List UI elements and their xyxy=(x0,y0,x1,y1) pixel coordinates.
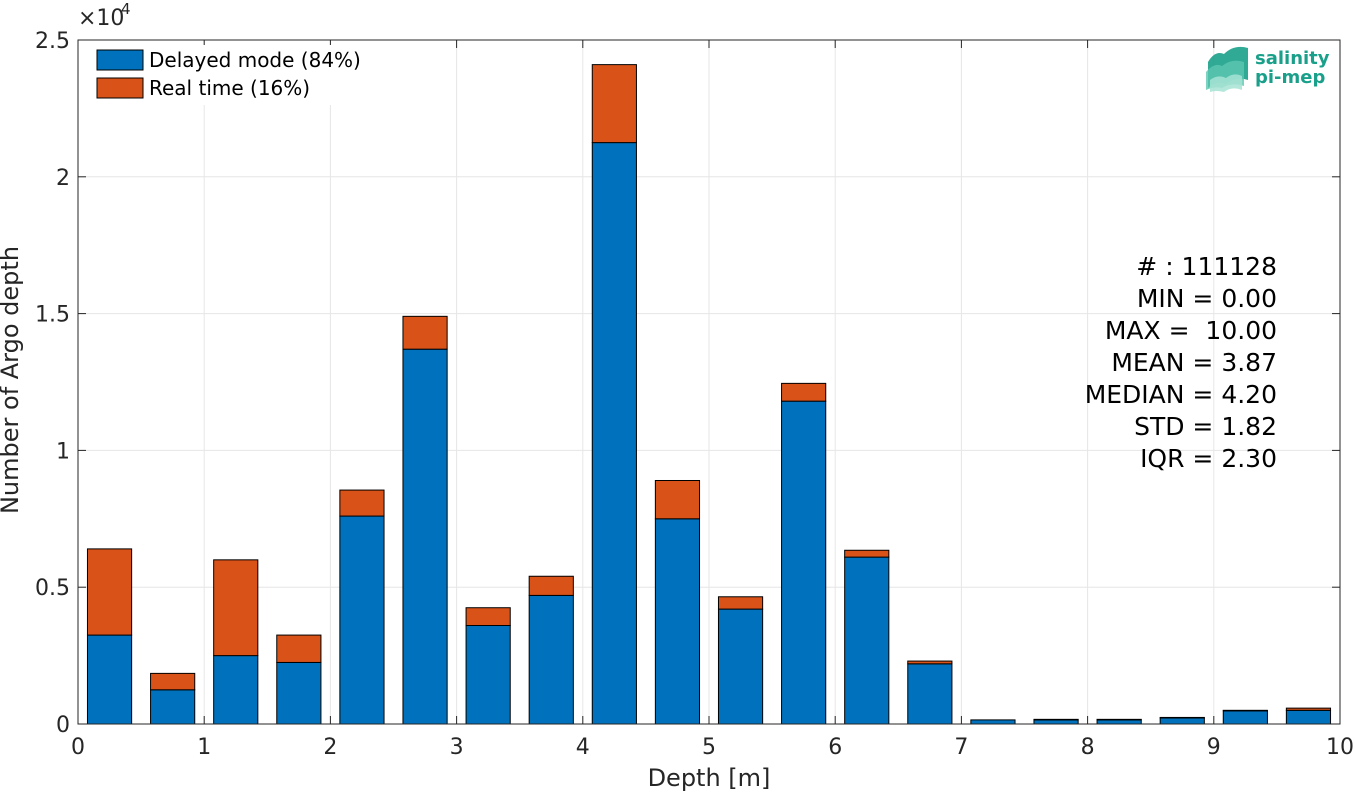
bar-delayed-mode xyxy=(970,719,1016,725)
grid-lines xyxy=(78,39,1340,724)
bar-delayed-mode xyxy=(781,400,827,725)
bar-delayed-mode xyxy=(276,661,322,725)
bar-real-time xyxy=(781,382,827,402)
bar-delayed-mode xyxy=(402,348,448,725)
x-tick-label: 2 xyxy=(323,735,337,760)
y-axis-label: Number of Argo depth xyxy=(0,246,24,514)
bar-delayed-mode xyxy=(528,594,574,725)
bar-delayed-mode xyxy=(1285,709,1332,725)
x-tick-label: 5 xyxy=(702,735,716,760)
x-axis-label: Depth [m] xyxy=(648,764,771,792)
bar-real-time xyxy=(1285,707,1332,711)
bar-delayed-mode xyxy=(1159,717,1205,725)
stat-count: # : 111128 xyxy=(1136,252,1277,281)
x-tick-label: 7 xyxy=(954,735,968,760)
bar-real-time xyxy=(654,479,701,520)
legend-swatch-delayed-mode xyxy=(96,49,144,71)
bar-real-time xyxy=(1159,716,1205,719)
x-tick-label: 4 xyxy=(576,735,590,760)
x-tick-label: 6 xyxy=(828,735,842,760)
bar-delayed-mode xyxy=(213,655,259,725)
stat-iqr: IQR = 2.30 xyxy=(1140,444,1277,473)
bar-delayed-mode xyxy=(339,515,385,725)
stat-min: MIN = 0.00 xyxy=(1137,284,1277,313)
bar-real-time xyxy=(276,634,322,663)
y-tick-label: 0.5 xyxy=(35,576,70,601)
bar-real-time xyxy=(1033,718,1079,721)
bar-delayed-mode xyxy=(717,608,764,725)
y-tick-label: 2 xyxy=(56,166,70,191)
legend: Delayed mode (84%) Real time (16%) xyxy=(89,45,385,105)
bar-real-time xyxy=(402,315,448,350)
bars xyxy=(86,64,1332,725)
bar-delayed-mode xyxy=(1222,710,1268,725)
stat-std: STD = 1.82 xyxy=(1134,412,1277,441)
bar-real-time xyxy=(907,660,953,665)
bar-real-time xyxy=(1222,709,1268,712)
bar-real-time xyxy=(86,548,133,636)
bar-delayed-mode xyxy=(907,663,953,725)
stat-max: MAX = 10.00 xyxy=(1105,316,1277,345)
y-tick-label: 1 xyxy=(56,439,70,464)
y-exponent-base: ×10 xyxy=(78,6,124,31)
axis-ticks: 0 1 2 3 4 5 6 7 8 9 10 0 0.5 1 1.5 2 2.5 xyxy=(35,29,1354,760)
bar-delayed-mode xyxy=(465,625,511,725)
bar-real-time xyxy=(528,575,574,596)
bar-delayed-mode xyxy=(86,634,133,725)
x-tick-label: 8 xyxy=(1081,735,1095,760)
bar-real-time xyxy=(591,64,637,144)
stat-median: MEDIAN = 4.20 xyxy=(1085,380,1277,409)
bar-real-time xyxy=(717,596,764,610)
y-axis-exponent: ×10 4 xyxy=(78,0,131,31)
bar-real-time xyxy=(465,607,511,627)
legend-label-real-time: Real time (16%) xyxy=(149,76,310,100)
bar-real-time xyxy=(213,559,259,657)
stat-mean: MEAN = 3.87 xyxy=(1111,348,1277,377)
bar-real-time xyxy=(150,672,196,691)
y-tick-label: 1.5 xyxy=(35,303,70,328)
bar-delayed-mode xyxy=(150,689,196,725)
bar-delayed-mode xyxy=(591,142,637,725)
bar-delayed-mode xyxy=(654,518,701,725)
salinity-pi-mep-logo: salinity pi-mep xyxy=(1206,46,1330,92)
y-exponent-power: 4 xyxy=(121,0,131,18)
bar-real-time xyxy=(1096,718,1142,721)
bar-real-time xyxy=(339,489,385,517)
x-tick-label: 1 xyxy=(197,735,211,760)
x-tick-label: 0 xyxy=(71,735,85,760)
legend-label-delayed-mode: Delayed mode (84%) xyxy=(149,48,361,72)
bar-delayed-mode xyxy=(1033,719,1079,725)
logo-text-salinity: salinity xyxy=(1255,48,1330,69)
bar-real-time xyxy=(844,549,890,558)
legend-swatch-real-time xyxy=(96,77,144,99)
x-tick-label: 3 xyxy=(450,735,464,760)
wave-logo-icon xyxy=(1206,46,1248,92)
logo-text-pi-mep: pi-mep xyxy=(1255,67,1325,88)
bar-delayed-mode xyxy=(844,556,890,725)
bar-delayed-mode xyxy=(1096,719,1142,725)
statistics-annotation: # : 111128 MIN = 0.00 MAX = 10.00 MEAN =… xyxy=(1085,252,1277,473)
x-tick-label: 9 xyxy=(1207,735,1221,760)
x-tick-label: 10 xyxy=(1326,735,1354,760)
y-tick-label: 2.5 xyxy=(35,29,70,54)
y-tick-label: 0 xyxy=(56,713,70,738)
